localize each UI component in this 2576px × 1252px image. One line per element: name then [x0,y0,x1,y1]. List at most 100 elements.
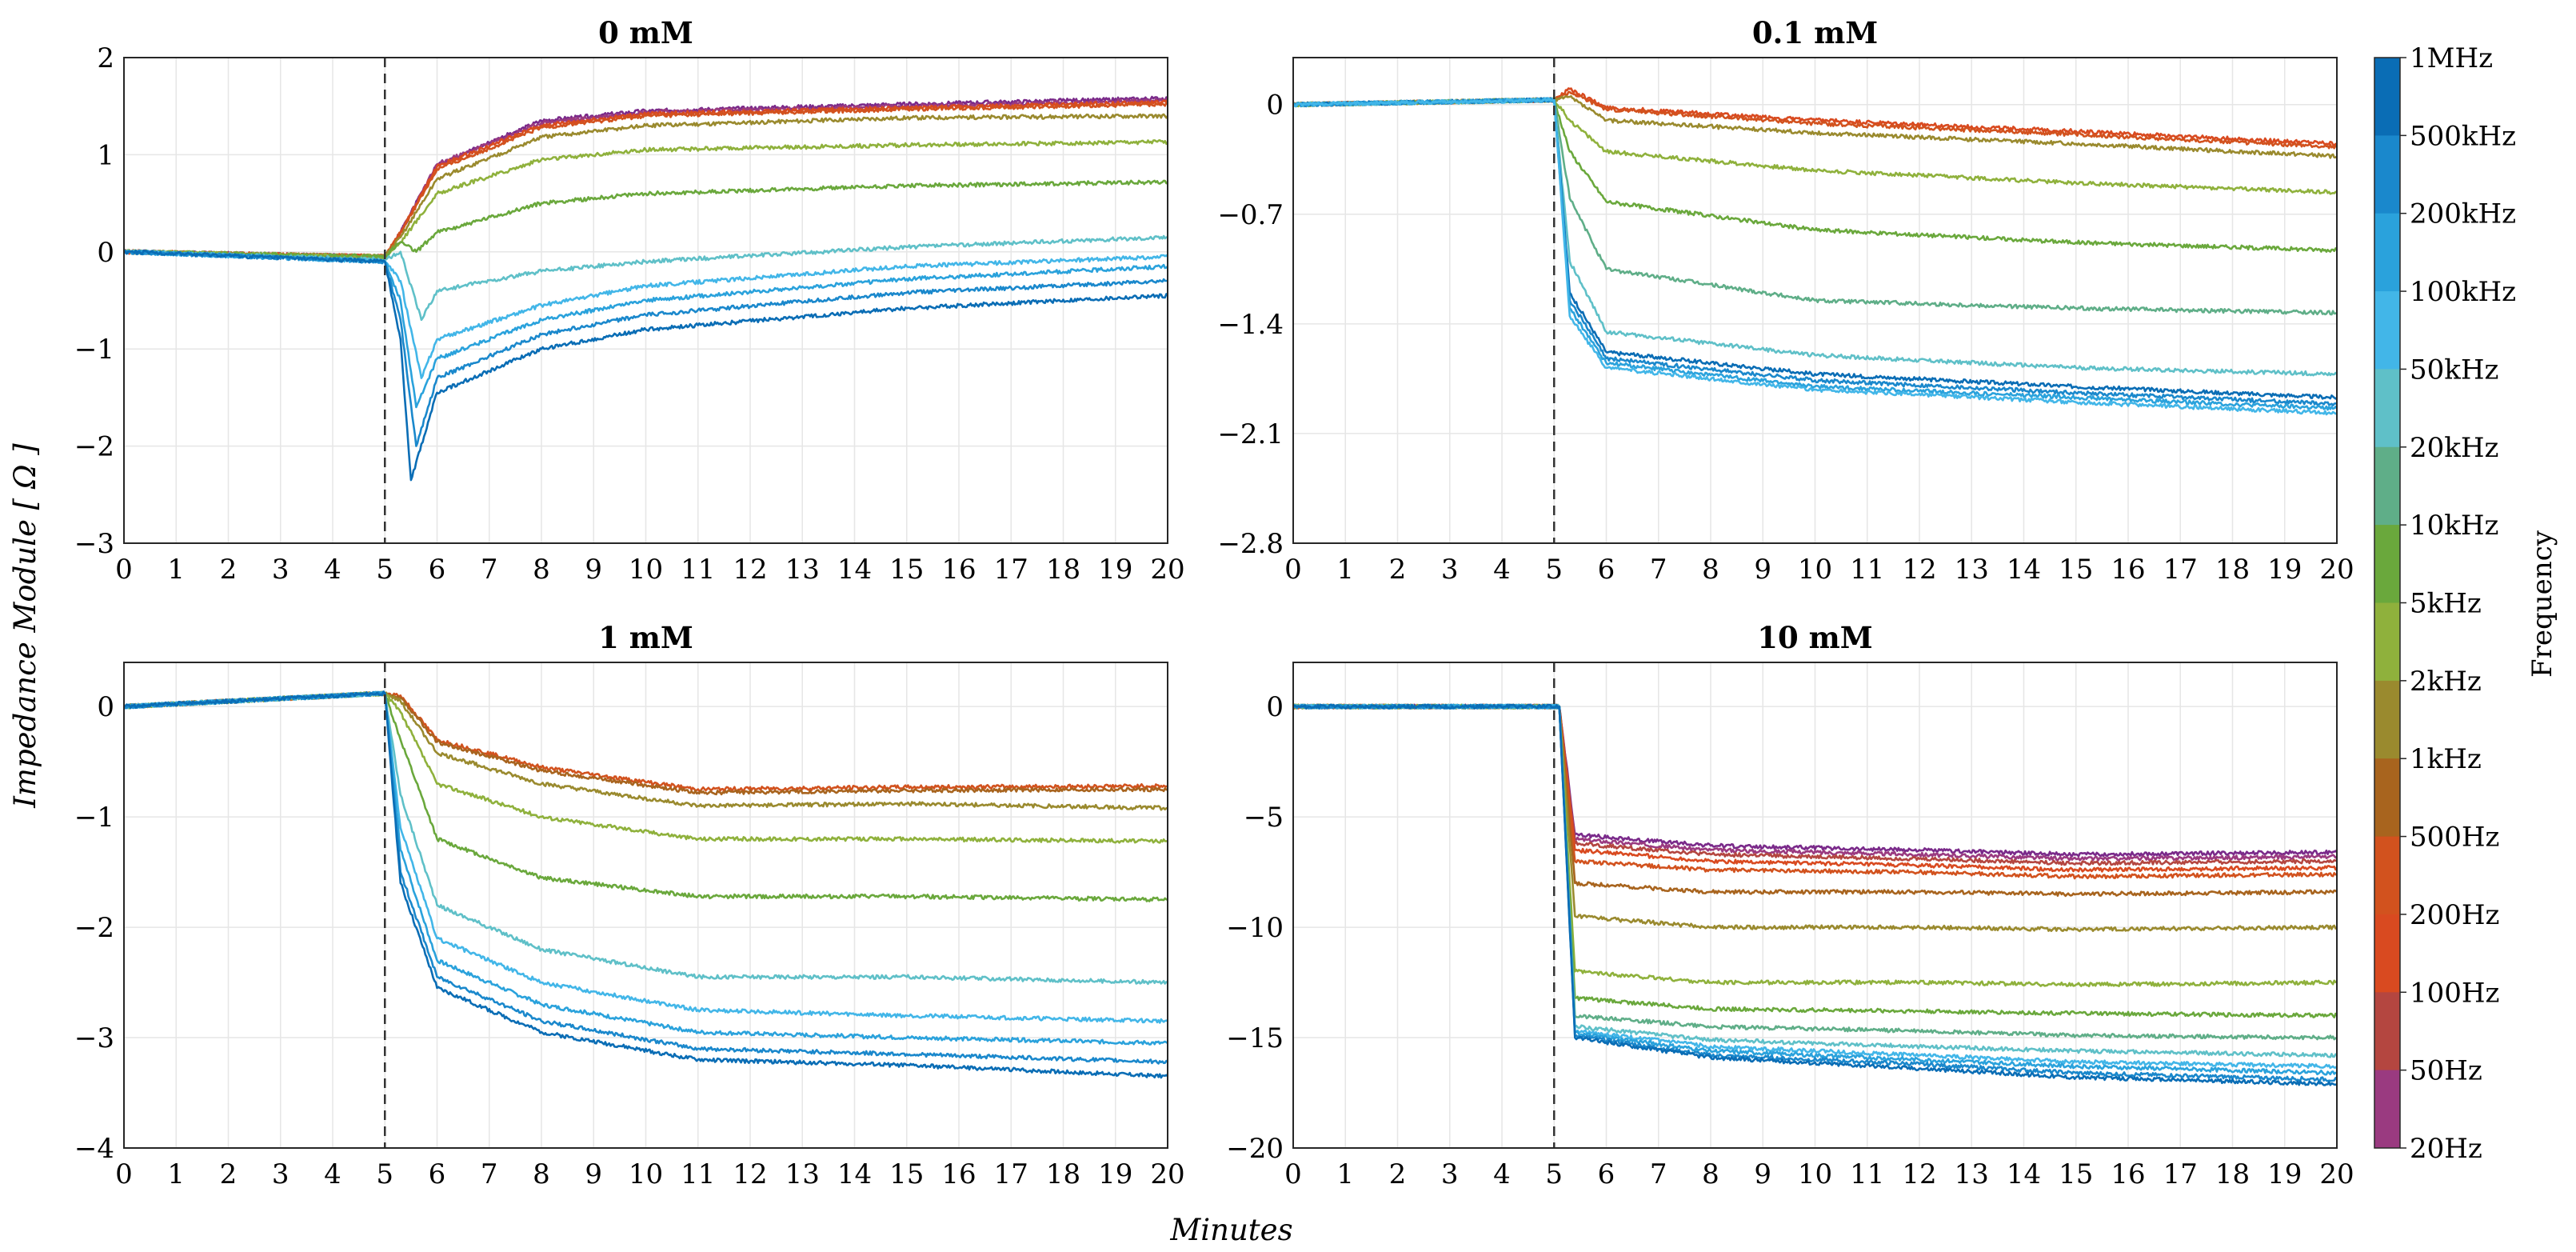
axes-box [1292,57,2338,544]
x-tick-label: 2 [1389,1158,1407,1190]
y-axis-label: Impedance Module [ Ω ] [8,443,42,809]
x-tick-label: 19 [2267,554,2302,586]
x-tick-label: 0 [1284,554,1302,586]
colorbar-band-200Hz [2374,914,2400,993]
colorbar-tick-label: 1kHz [2410,743,2482,775]
y-tick-label: −1.4 [1217,309,1284,341]
y-tick-label: −1 [74,802,114,834]
y-tick-label: 2 [97,42,114,74]
x-tick-label: 6 [429,554,446,586]
x-tick-label: 16 [941,554,976,586]
colorbar-tick-label: 500kHz [2410,120,2516,152]
y-tick-label: −20 [1226,1133,1284,1165]
x-tick-label: 16 [941,1158,976,1190]
x-tick-label: 13 [1955,554,1989,586]
x-tick-label: 8 [1702,554,1719,586]
panel-3: 0 1 2 3 4 5 6 7 8 9 10 11 12 13 14 15 16 17 18 19 20−4−3−2−1… [74,620,1185,1190]
colorbar-band-200kHz [2374,213,2400,292]
x-tick-label: 18 [2215,554,2250,586]
x-tick-label: 2 [1389,554,1407,586]
x-tick-label: 14 [837,1158,872,1190]
colorbar-tick-label: 20kHz [2410,432,2498,464]
x-tick-label: 6 [429,1158,446,1190]
colorbar-band-100Hz [2374,992,2400,1071]
x-tick-label: 11 [1850,554,1884,586]
x-tick-label: 19 [1098,554,1132,586]
x-tick-label: 0 [115,554,133,586]
axes-box [123,662,1168,1149]
colorbar-tick-label: 5kHz [2410,588,2482,620]
x-tick-label: 1 [1336,554,1354,586]
x-tick-label: 0 [1284,1158,1302,1190]
x-tick-label: 19 [2267,1158,2302,1190]
x-tick-label: 3 [1441,1158,1459,1190]
x-tick-label: 6 [1598,1158,1615,1190]
x-tick-label: 20 [1150,1158,1184,1190]
y-tick-label: 0 [1266,691,1284,723]
x-tick-label: 10 [1798,1158,1832,1190]
x-tick-label: 12 [1902,1158,1936,1190]
colorbar-tick-label: 200Hz [2410,899,2499,931]
series-line-1MHz [123,690,1168,1079]
colorbar-tick-label: 200kHz [2410,198,2516,230]
x-tick-label: 8 [533,1158,550,1190]
x-tick-label: 5 [376,554,393,586]
x-tick-label: 11 [681,554,715,586]
x-tick-label: 14 [837,554,872,586]
y-tick-label: −5 [1244,802,1284,834]
x-tick-label: 4 [1493,1158,1511,1190]
x-tick-label: 16 [2111,1158,2145,1190]
colorbar-tick-label: 10kHz [2410,510,2498,542]
x-tick-label: 11 [1850,1158,1884,1190]
y-tick-label: −10 [1226,912,1284,944]
x-tick-label: 5 [376,1158,393,1190]
x-tick-label: 11 [681,1158,715,1190]
panel-4: 0 1 2 3 4 5 6 7 8 9 10 11 12 13 14 15 16 17 18 19 20−20−15−1… [1226,620,2354,1190]
x-tick-label: 9 [585,1158,602,1190]
x-tick-label: 13 [1955,1158,1989,1190]
x-tick-label: 2 [220,554,238,586]
panel-title: 0 mM [598,15,693,50]
x-tick-label: 4 [1493,554,1511,586]
panels: 0 1 2 3 4 5 6 7 8 9 10 11 12 13 14 15 16 17 18 19 20−3−2−101… [74,15,2354,1190]
y-tick-label: 1 [97,139,114,171]
x-tick-label: 12 [1902,554,1936,586]
x-tick-label: 10 [1798,554,1832,586]
x-tick-label: 15 [2059,1158,2093,1190]
x-tick-label: 5 [1545,554,1563,586]
x-tick-label: 17 [2163,1158,2198,1190]
x-tick-label: 18 [2215,1158,2250,1190]
panel-1: 0 1 2 3 4 5 6 7 8 9 10 11 12 13 14 15 16 17 18 19 20−3−2−101… [74,15,1185,586]
x-tick-label: 17 [2163,554,2198,586]
panel-title: 10 mM [1757,620,1872,655]
x-tick-label: 19 [1098,1158,1132,1190]
x-tick-label: 8 [1702,1158,1719,1190]
colorbar-tick-label: 500Hz [2410,822,2499,854]
y-tick-label: −3 [74,528,114,560]
x-tick-label: 14 [2007,554,2041,586]
y-tick-label: 0 [1266,90,1284,122]
x-tick-label: 12 [733,1158,767,1190]
x-tick-label: 20 [1150,554,1184,586]
y-tick-label: −2.8 [1217,528,1284,560]
x-tick-label: 14 [2007,1158,2041,1190]
x-tick-label: 9 [1754,554,1771,586]
x-tick-label: 3 [272,554,290,586]
colorbar-band-20kHz [2374,446,2400,526]
colorbar-band-50Hz [2374,1070,2400,1149]
x-tick-label: 7 [481,1158,498,1190]
axes-box [123,57,1168,544]
colorbar-band-10kHz [2374,525,2400,603]
x-tick-label: 16 [2111,554,2145,586]
x-tick-label: 7 [1650,1158,1667,1190]
x-tick-label: 3 [272,1158,290,1190]
colorbar-band-50kHz [2374,369,2400,448]
colorbar-band-2kHz [2374,680,2400,759]
colorbar-tick-label: 50Hz [2410,1055,2482,1087]
colorbar-band-1MHz [2374,58,2400,136]
x-tick-label: 1 [167,554,185,586]
colorbar: 1MHz 500kHz 200kHz 100kHz 50kHz 20kHz 10kHz 5kH… [2374,42,2516,1165]
colorbar-band-1kHz [2374,758,2400,838]
x-tick-label: 20 [2319,554,2354,586]
